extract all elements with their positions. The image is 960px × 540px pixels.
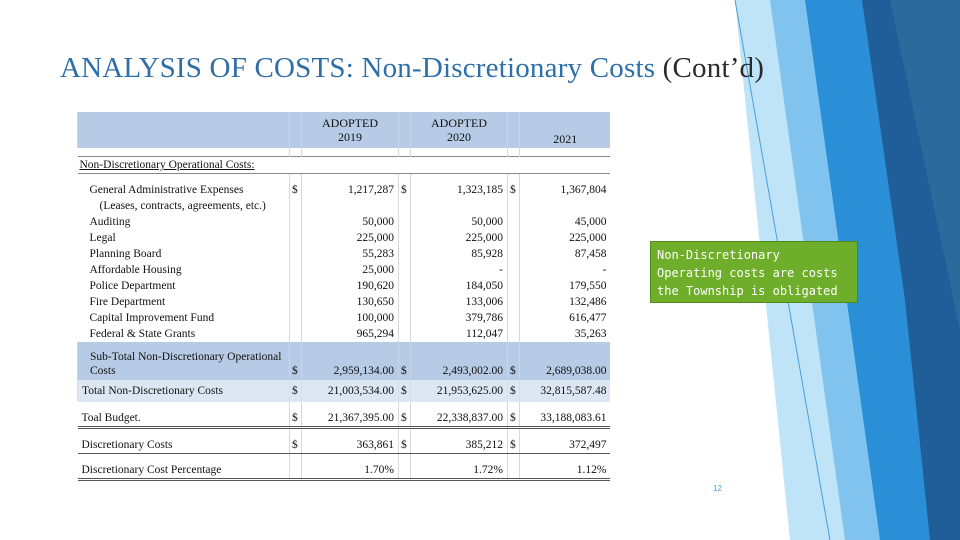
table-row: Federal & State Grants 965,294 112,047 35,2… (78, 326, 610, 342)
header-year-2021: 2021 (553, 132, 578, 146)
title-main: ANALYSIS OF COSTS: Non-Discretionary Cos… (60, 52, 663, 84)
discretionary-percentage-row: Discretionary Cost Percentage 1.70% 1.72% 1… (77, 462, 610, 481)
row-label: Capital Improvement Fund (89, 312, 215, 324)
row-label: Discretionary Costs (77, 437, 290, 454)
discretionary-costs-row: Discretionary Costs $363,861 $385,212 $372,… (77, 437, 610, 454)
header-year-2019: 2019 (338, 130, 362, 144)
header-adopted-2019: ADOPTED (322, 116, 378, 130)
row-label: Planning Board (89, 248, 162, 260)
table-row: General Administrative Expenses $1,217,28… (78, 182, 610, 198)
header-col-2019: ADOPTED 2019 (301, 112, 399, 148)
total-non-discretionary-row: Total Non-Discretionary Costs $21,003,534… (77, 380, 610, 402)
total-budget-row: Toal Budget. $21,367,395.00 $22,338,837.00… (77, 410, 610, 429)
page-number: 12 (713, 484, 722, 493)
table-header-row: ADOPTED 2019 ADOPTED 2020 2021 (77, 112, 610, 148)
row-label: Toal Budget. (77, 410, 290, 429)
table-row: Planning Board 55,283 85,928 87,458 (78, 246, 610, 262)
row-label: Total Non-Discretionary Costs (77, 380, 290, 402)
section-header-row: Non-Discretionary Operational Costs: (77, 156, 610, 174)
header-adopted-2020: ADOPTED (431, 116, 487, 130)
row-label: (Leases, contracts, agreements, etc.) (99, 200, 266, 212)
table-row: (Leases, contracts, agreements, etc.) (78, 198, 610, 214)
row-label: Auditing (89, 216, 131, 228)
row-label: Sub-Total Non-Discretionary Operational … (77, 342, 290, 380)
table-row: Capital Improvement Fund 100,000 379,786 61… (78, 310, 610, 326)
header-year-2020: 2020 (447, 130, 471, 144)
header-col-2021: 2021 (519, 112, 610, 148)
section-label: Non-Discretionary Operational Costs: (77, 156, 610, 174)
row-label: General Administrative Expenses (89, 184, 244, 196)
slide-title: ANALYSIS OF COSTS: Non-Discretionary Cos… (60, 52, 764, 85)
callout-note: Non-Discretionary Operating costs are co… (650, 241, 858, 316)
table-row: Legal 225,000 225,000 225,000 (78, 230, 610, 246)
table-row: Auditing 50,000 50,000 45,000 (78, 214, 610, 230)
table-row: Affordable Housing 25,000- - (78, 262, 610, 278)
row-label: Fire Department (89, 296, 166, 308)
title-continued: (Cont’d) (662, 52, 765, 84)
table-row: Fire Department 130,650 133,006 132,486 (78, 294, 610, 310)
header-col-2020: ADOPTED 2020 (410, 112, 508, 148)
cost-table: ADOPTED 2019 ADOPTED 2020 2021 Non-Discret… (77, 112, 610, 516)
row-label: Discretionary Cost Percentage (77, 462, 290, 481)
subtotal-row: Sub-Total Non-Discretionary Operational … (77, 342, 610, 380)
table-row: Police Department 190,620 184,050 179,550 (78, 278, 610, 294)
row-label: Police Department (89, 280, 176, 292)
row-label: Federal & State Grants (89, 328, 196, 340)
deep-blue-accent-band (890, 0, 960, 330)
row-label: Legal (89, 232, 116, 244)
row-label: Affordable Housing (89, 264, 182, 276)
